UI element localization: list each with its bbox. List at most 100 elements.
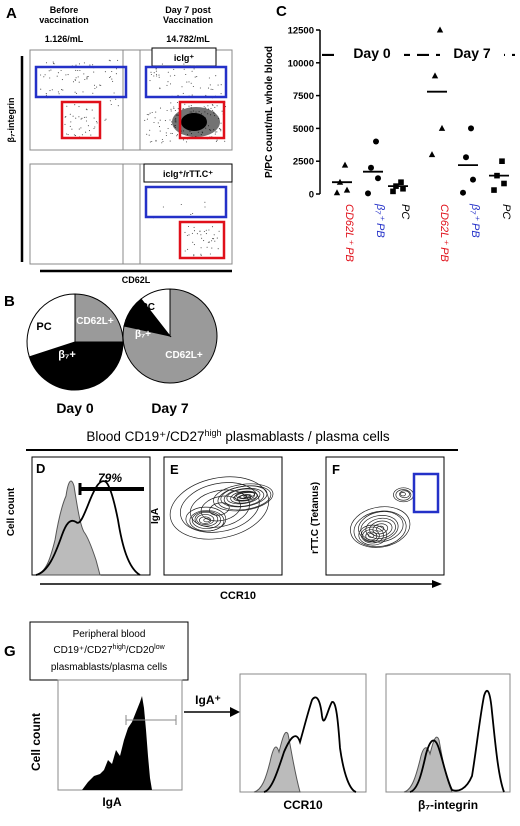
g2-grey-histogram [253, 732, 301, 793]
panel-c-label: C [276, 3, 287, 20]
scatter-dot [57, 72, 59, 74]
scatter-dot [214, 240, 216, 242]
gate-label-r1: iclg⁺ [174, 53, 195, 63]
scatter-dot [72, 115, 74, 117]
plot-g3 [385, 673, 511, 793]
scatter-dot [115, 73, 117, 75]
panel-b-label: B [4, 293, 15, 310]
scatter-dot [162, 206, 164, 208]
scatter-dot [207, 105, 209, 107]
scatter-dot [208, 77, 210, 79]
scatter-dot [91, 109, 93, 111]
scatter-dot [194, 76, 196, 78]
c-point-triangle [343, 186, 351, 193]
scatter-dot [218, 128, 220, 130]
g-box-line1: Peripheral blood [73, 629, 146, 640]
scatter-dot [190, 82, 192, 84]
scatter-dot [57, 91, 59, 93]
c-data-marks [332, 26, 509, 197]
c-y-axis-label: P/PC count/mL whole blood [264, 46, 275, 178]
scatter-dot [109, 100, 111, 102]
scatter-dot [209, 84, 211, 86]
scatter-dot [94, 126, 96, 128]
scatter-dot [66, 133, 68, 135]
contour-line [369, 520, 393, 537]
scatter-dot [45, 62, 48, 64]
scatter-dot [108, 59, 110, 61]
scatter-dot [182, 92, 184, 94]
scatter-dot [105, 118, 107, 120]
scatter-dot [193, 244, 195, 246]
scatter-dot [86, 76, 88, 78]
scatter-dot [174, 74, 176, 76]
gate-label-r2: iclg⁺/rTT.C⁺ [163, 169, 213, 179]
panel-f-label: F [332, 462, 340, 477]
scatter-dot [90, 134, 92, 136]
scatter-dot [83, 116, 85, 118]
contour-line [400, 492, 406, 497]
contour-line [243, 494, 251, 498]
contour-line [189, 489, 250, 528]
scatter-dot [43, 76, 45, 78]
c-point-square [400, 185, 406, 192]
scatter-dot [212, 109, 214, 111]
scatter-dot [113, 92, 115, 94]
plot-e [163, 456, 283, 576]
scatter-dot [146, 118, 148, 120]
scatter-dot [161, 63, 163, 65]
scatter-dot [170, 102, 172, 104]
c-category-label: β₇⁺ PB [469, 203, 481, 238]
d-percent: 79% [98, 471, 122, 485]
scatter-dot [213, 234, 215, 236]
scatter-dot [214, 133, 216, 135]
plot-g2 [239, 673, 367, 793]
scatter-dot [75, 64, 77, 66]
scatter-dot [153, 121, 155, 124]
c-tick-label: 2500 [293, 157, 314, 168]
scatter-dot [193, 226, 195, 228]
plot-a-r1 [29, 49, 233, 151]
scatter-dot [104, 71, 106, 73]
contour-line [350, 506, 411, 548]
c-point-square [499, 158, 505, 164]
scatter-dot [181, 86, 183, 88]
contour-line [362, 529, 380, 543]
scatter-dot [56, 75, 58, 77]
scatter-dot [79, 69, 81, 72]
scatter-dot [151, 140, 153, 143]
scatter-dot [201, 237, 203, 239]
c-point-circle [373, 138, 379, 145]
scatter-dots-a3 [153, 201, 220, 257]
scatter-dot [83, 73, 85, 75]
pie-day7 [122, 288, 218, 384]
scatter-dot [74, 79, 76, 81]
c-category-label: PC [500, 204, 512, 219]
scatter-dot [99, 84, 101, 86]
scatter-dot [203, 230, 205, 233]
contour-line [223, 487, 265, 507]
scatter-dot [78, 81, 80, 83]
c-y-ticks: 0 2500 5000 7500 10000 12500 [288, 26, 320, 201]
contour-line [169, 476, 270, 540]
scatter-dot [185, 73, 187, 76]
scatter-dot [158, 74, 160, 76]
scatter-dot [207, 241, 209, 243]
scatter-dot [174, 109, 176, 112]
g-x2-label: CCR10 [283, 798, 323, 812]
scatter-dot [193, 230, 196, 232]
scatter-dot [44, 74, 46, 76]
scatter-dot [213, 238, 215, 240]
scatter-dot [171, 121, 173, 123]
scatter-dot [161, 142, 163, 144]
contour-line [196, 514, 215, 525]
scatter-dot [80, 127, 82, 129]
scatter-dot [149, 112, 151, 114]
scatter-dot [193, 254, 195, 256]
scatter-dot [49, 90, 51, 92]
scatter-dot [173, 106, 175, 108]
scatter-dot [51, 89, 53, 91]
scatter-dot [170, 132, 172, 134]
c-point-square [390, 188, 396, 195]
scatter-dot [49, 77, 51, 79]
scatter-dot [155, 140, 157, 142]
